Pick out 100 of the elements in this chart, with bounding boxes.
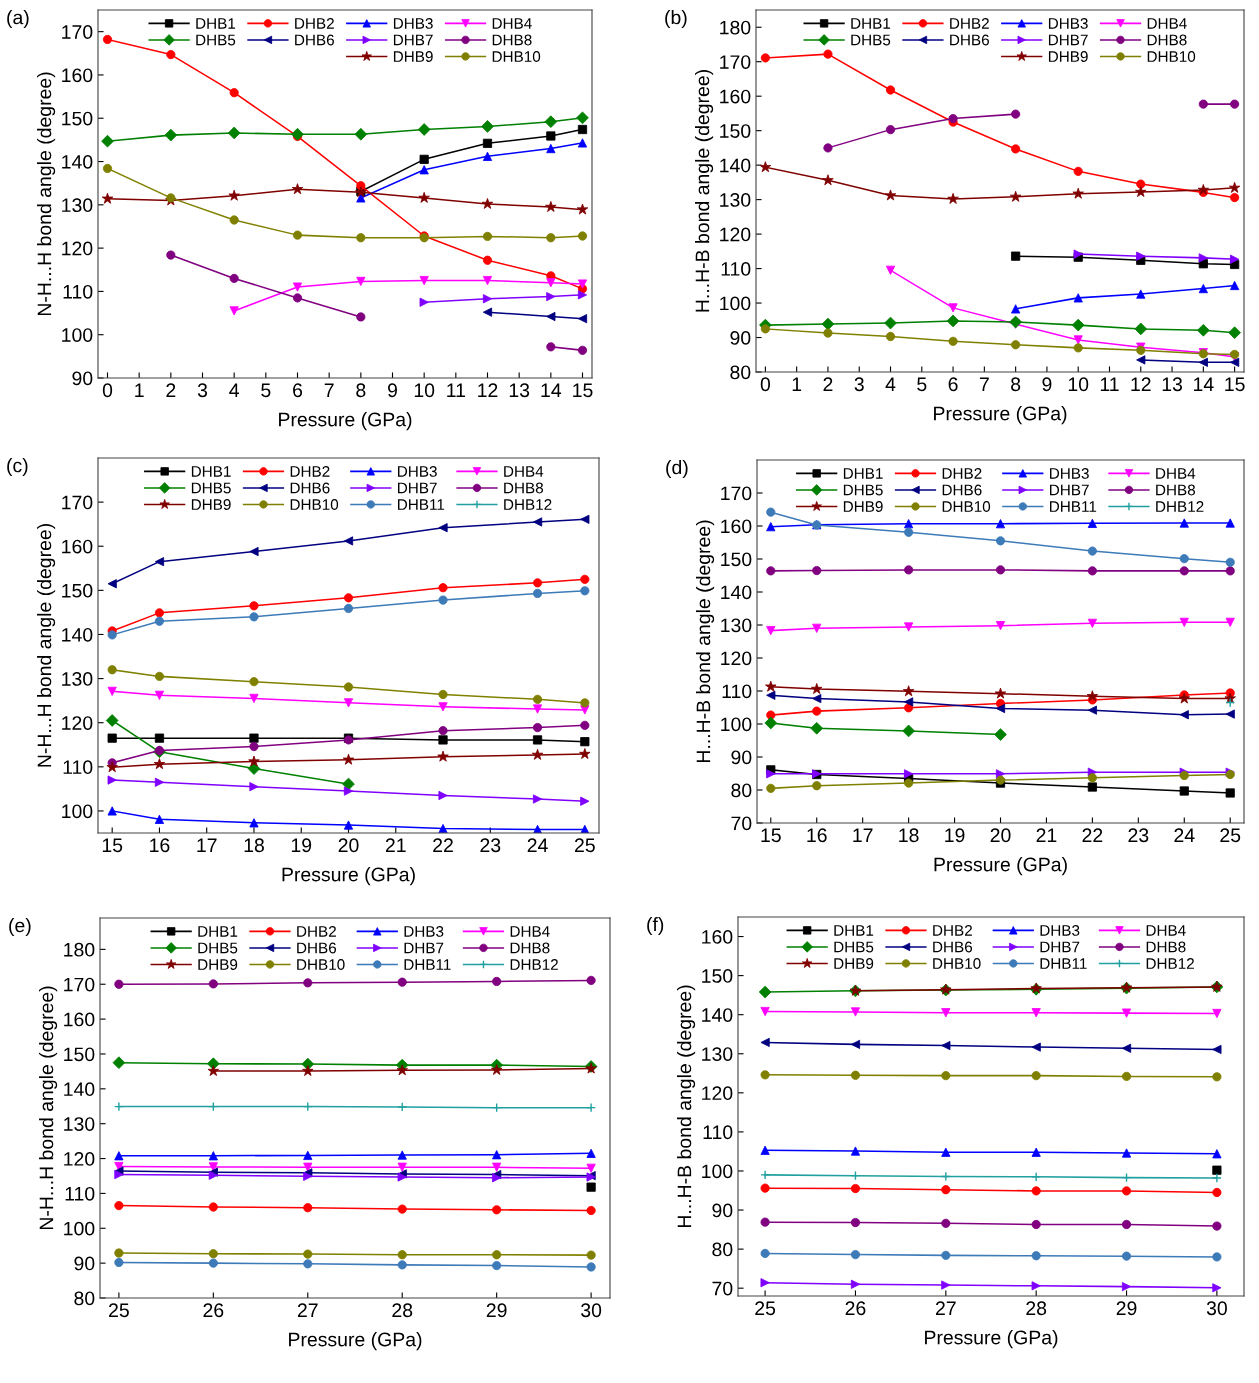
y-tick-label: 90 bbox=[74, 1256, 95, 1271]
x-tick-label: 19 bbox=[945, 828, 965, 843]
x-tick-label: 2 bbox=[823, 377, 833, 391]
x-tick-label: 8 bbox=[1011, 377, 1021, 392]
y-tick-label: 130 bbox=[62, 198, 93, 213]
x-tick-label: 16 bbox=[807, 828, 827, 843]
legend-label: DHB1 bbox=[834, 925, 874, 936]
y-tick-label: 160 bbox=[62, 539, 93, 554]
y-tick-label: 170 bbox=[62, 495, 93, 510]
legend-label: DHB10 bbox=[942, 501, 991, 512]
x-tick-label: 25 bbox=[574, 838, 595, 853]
y-tick-label: 160 bbox=[720, 89, 751, 104]
x-tick-label: 9 bbox=[1042, 377, 1052, 392]
x-tick-label: 27 bbox=[935, 1301, 956, 1315]
legend-label: DHB1 bbox=[843, 468, 883, 479]
x-tick-label: 8 bbox=[356, 383, 366, 398]
x-tick-label: 6 bbox=[293, 383, 303, 398]
y-tick-label: 130 bbox=[720, 193, 751, 207]
x-tick-label: 4 bbox=[885, 377, 896, 391]
legend-label: DHB11 bbox=[1050, 501, 1097, 512]
text: (b) bbox=[665, 10, 687, 29]
x-tick-label: 30 bbox=[581, 1303, 602, 1318]
y-tick-label: 130 bbox=[64, 1117, 95, 1131]
y-tick-label: 120 bbox=[702, 1086, 733, 1101]
legend-label: DHB5 bbox=[843, 484, 883, 496]
legend-label: DHB1 bbox=[196, 18, 236, 29]
x-tick-label: 1 bbox=[135, 383, 144, 397]
x-tick-label: 7 bbox=[324, 383, 334, 397]
legend-label: DHB6 bbox=[295, 34, 334, 46]
legend-label: DHB5 bbox=[191, 482, 231, 494]
y-tick-label: 160 bbox=[702, 930, 733, 944]
legend-label: DHB8 bbox=[510, 942, 550, 954]
x-tick-label: 5 bbox=[917, 377, 927, 392]
x-axis-title: Pressure (GPa) bbox=[934, 857, 1067, 876]
y-tick-label: 170 bbox=[721, 486, 752, 501]
legend-label: DHB3 bbox=[393, 18, 433, 29]
legend-label: DHB4 bbox=[492, 18, 532, 29]
legend-label: DHB4 bbox=[1156, 468, 1196, 479]
x-tick-label: 3 bbox=[197, 383, 208, 398]
x-tick-label: 16 bbox=[150, 838, 170, 853]
y-tick-label: 90 bbox=[731, 750, 752, 765]
x-tick-label: 28 bbox=[1026, 1301, 1047, 1316]
legend-label: DHB7 bbox=[1050, 484, 1089, 496]
y-tick-label: 80 bbox=[712, 1242, 733, 1257]
legend-label: DHB4 bbox=[1147, 18, 1187, 29]
x-tick-label: 21 bbox=[385, 838, 406, 852]
y-tick-label: 100 bbox=[720, 296, 751, 311]
y-tick-label: 180 bbox=[720, 20, 751, 35]
legend-label: DHB10 bbox=[290, 499, 339, 510]
legend-label: DHB6 bbox=[950, 34, 989, 46]
x-tick-label: 14 bbox=[1194, 377, 1214, 391]
x-tick-label: 12 bbox=[478, 383, 498, 397]
y-tick-label: 170 bbox=[64, 977, 95, 992]
legend-label: DHB6 bbox=[942, 484, 982, 496]
legend-label: DHB11 bbox=[1040, 958, 1087, 969]
x-tick-label: 17 bbox=[853, 828, 873, 842]
x-tick-label: 22 bbox=[433, 838, 453, 852]
x-tick-label: 11 bbox=[447, 383, 465, 397]
y-tick-label: 80 bbox=[730, 365, 751, 380]
y-axis-title: H...H-B bond angle (degree) bbox=[696, 520, 715, 763]
y-tick-label: 140 bbox=[721, 585, 752, 600]
y-tick-label: 70 bbox=[731, 816, 752, 831]
x-tick-label: 5 bbox=[261, 383, 271, 398]
legend-label: DHB2 bbox=[290, 466, 330, 477]
legend-label: DHB12 bbox=[510, 959, 558, 970]
x-tick-label: 26 bbox=[203, 1303, 224, 1318]
x-tick-label: 2 bbox=[166, 383, 176, 397]
text: (c) bbox=[7, 458, 28, 477]
legend-label: DHB8 bbox=[504, 482, 544, 494]
x-tick-label: 15 bbox=[1225, 377, 1245, 392]
legend-label: DHB7 bbox=[1048, 34, 1088, 46]
y-tick-label: 140 bbox=[720, 158, 751, 173]
x-axis-title: Pressure (GPa) bbox=[279, 412, 412, 431]
legend-label: DHB2 bbox=[295, 18, 334, 29]
x-tick-label: 18 bbox=[244, 838, 264, 853]
legend-label: DHB11 bbox=[404, 959, 451, 970]
y-tick-label: 100 bbox=[62, 328, 93, 342]
legend-label: DHB8 bbox=[492, 34, 532, 46]
x-tick-label: 24 bbox=[527, 838, 548, 852]
legend-label: DHB8 bbox=[1147, 34, 1187, 46]
y-tick-label: 70 bbox=[712, 1281, 733, 1296]
y-tick-label: 150 bbox=[721, 552, 752, 567]
x-axis-title: Pressure (GPa) bbox=[934, 406, 1067, 425]
y-tick-label: 90 bbox=[730, 330, 751, 345]
x-axis-title: Pressure (GPa) bbox=[282, 867, 415, 886]
x-tick-label: 7 bbox=[979, 377, 989, 391]
x-tick-label: 20 bbox=[990, 828, 1011, 843]
x-tick-label: 15 bbox=[573, 383, 593, 398]
x-tick-label: 11 bbox=[1100, 377, 1119, 391]
legend-label: DHB9 bbox=[1048, 51, 1088, 62]
x-tick-label: 10 bbox=[414, 383, 435, 398]
x-tick-label: 10 bbox=[1068, 377, 1089, 392]
x-tick-label: 29 bbox=[486, 1303, 507, 1318]
x-tick-label: 15 bbox=[102, 838, 123, 853]
legend-label: DHB2 bbox=[950, 18, 989, 29]
legend-label: DHB8 bbox=[1146, 941, 1186, 953]
legend-label: DHB6 bbox=[933, 941, 973, 953]
y-tick-label: 110 bbox=[703, 1125, 733, 1140]
y-axis-title: H...H-B bond angle (degree) bbox=[677, 985, 696, 1228]
legend-label: DHB9 bbox=[834, 958, 874, 969]
